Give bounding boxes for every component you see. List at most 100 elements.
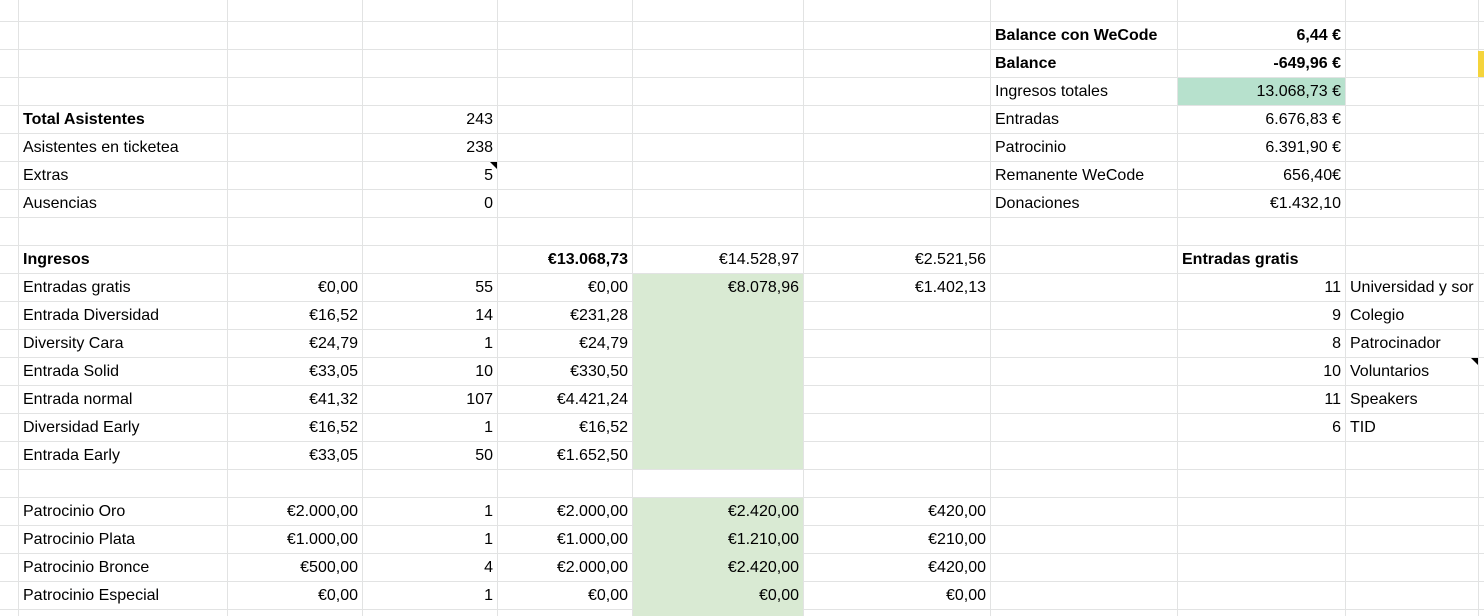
ingresos-totales-highlight bbox=[1178, 78, 1345, 105]
ticket-price[interactable]: €33,05 bbox=[309, 363, 358, 380]
sponsor-price[interactable]: €0,00 bbox=[317, 587, 358, 604]
ticket-price[interactable]: €33,05 bbox=[309, 447, 358, 464]
sponsor-gross[interactable]: €1.210,00 bbox=[727, 531, 799, 548]
ticket-gross[interactable]: €8.078,96 bbox=[727, 279, 799, 296]
attendees-value-extras[interactable]: 5 bbox=[484, 167, 493, 184]
sponsor-qty[interactable]: 1 bbox=[484, 503, 493, 520]
ticket-total[interactable]: €0,00 bbox=[587, 279, 628, 296]
free-ticket-label[interactable]: Colegio bbox=[1350, 307, 1405, 324]
sponsor-name[interactable]: Patrocinio Bronce bbox=[23, 559, 150, 576]
ticket-qty[interactable]: 55 bbox=[475, 279, 493, 296]
summary-value-ingresos-totales[interactable]: 13.068,73 € bbox=[1256, 83, 1341, 100]
ticket-total[interactable]: €1.652,50 bbox=[556, 447, 628, 464]
summary-value-donaciones[interactable]: €1.432,10 bbox=[1269, 195, 1341, 212]
summary-label-ingresos-totales[interactable]: Ingresos totales bbox=[995, 83, 1108, 100]
free-ticket-label[interactable]: Speakers bbox=[1350, 391, 1418, 408]
summary-label-remanente[interactable]: Remanente WeCode bbox=[995, 167, 1145, 184]
ticket-qty[interactable]: 107 bbox=[466, 391, 493, 408]
ticket-price[interactable]: €41,32 bbox=[309, 391, 358, 408]
sponsor-qty[interactable]: 1 bbox=[484, 587, 493, 604]
ticket-tax[interactable]: €1.402,13 bbox=[914, 279, 986, 296]
ingresos-header-gross[interactable]: €14.528,97 bbox=[718, 251, 799, 268]
grid-line bbox=[497, 0, 498, 616]
ticket-name[interactable]: Entradas gratis bbox=[23, 279, 131, 296]
free-ticket-label[interactable]: Universidad y sor bbox=[1350, 279, 1474, 296]
ticket-name[interactable]: Entrada Early bbox=[23, 447, 120, 464]
summary-value-balance[interactable]: -649,96 € bbox=[1273, 55, 1341, 72]
ticket-total[interactable]: €24,79 bbox=[579, 335, 628, 352]
comment-indicator-icon[interactable] bbox=[490, 162, 497, 169]
ticket-total[interactable]: €330,50 bbox=[570, 363, 628, 380]
summary-value-entradas[interactable]: 6.676,83 € bbox=[1265, 111, 1341, 128]
summary-label-balance-wecode[interactable]: Balance con WeCode bbox=[995, 27, 1158, 44]
sponsor-gross[interactable]: €0,00 bbox=[758, 587, 799, 604]
sponsor-total[interactable]: €2.000,00 bbox=[556, 559, 628, 576]
sponsor-total[interactable]: €0,00 bbox=[587, 587, 628, 604]
attendees-label-total[interactable]: Total Asistentes bbox=[23, 111, 145, 128]
sponsor-qty[interactable]: 1 bbox=[484, 531, 493, 548]
ticket-qty[interactable]: 50 bbox=[475, 447, 493, 464]
sponsor-name[interactable]: Patrocinio Especial bbox=[23, 587, 160, 604]
ticket-name[interactable]: Entrada Solid bbox=[23, 363, 120, 380]
sponsor-price[interactable]: €1.000,00 bbox=[286, 531, 358, 548]
attendees-label-ticketea[interactable]: Asistentes en ticketea bbox=[23, 139, 179, 156]
summary-value-balance-wecode[interactable]: 6,44 € bbox=[1296, 27, 1341, 44]
attendees-value-total[interactable]: 243 bbox=[466, 111, 493, 128]
sponsor-name[interactable]: Patrocinio Plata bbox=[23, 531, 136, 548]
free-ticket-count[interactable]: 11 bbox=[1324, 279, 1341, 296]
free-ticket-label[interactable]: Voluntarios bbox=[1350, 363, 1430, 380]
free-ticket-label[interactable]: TID bbox=[1350, 419, 1376, 436]
ticket-price[interactable]: €16,52 bbox=[309, 419, 358, 436]
attendees-label-ausencias[interactable]: Ausencias bbox=[23, 195, 97, 212]
free-ticket-count[interactable]: 11 bbox=[1324, 391, 1341, 408]
ticket-price[interactable]: €0,00 bbox=[317, 279, 358, 296]
ticket-name[interactable]: Diversity Cara bbox=[23, 335, 124, 352]
summary-label-entradas[interactable]: Entradas bbox=[995, 111, 1060, 128]
free-ticket-label[interactable]: Patrocinador bbox=[1350, 335, 1441, 352]
summary-label-balance[interactable]: Balance bbox=[995, 55, 1057, 72]
sponsor-qty[interactable]: 4 bbox=[484, 559, 493, 576]
attendees-value-ausencias[interactable]: 0 bbox=[484, 195, 493, 212]
selection-highlight[interactable] bbox=[1478, 51, 1484, 77]
sponsor-tax[interactable]: €420,00 bbox=[928, 559, 986, 576]
ticket-price[interactable]: €16,52 bbox=[309, 307, 358, 324]
ticket-name[interactable]: Entrada normal bbox=[23, 391, 133, 408]
attendees-label-extras[interactable]: Extras bbox=[23, 167, 69, 184]
free-ticket-count[interactable]: 9 bbox=[1332, 307, 1341, 324]
sponsor-name[interactable]: Patrocinio Oro bbox=[23, 503, 126, 520]
ingresos-header-total[interactable]: €13.068,73 bbox=[547, 251, 628, 268]
sponsor-tax[interactable]: €210,00 bbox=[928, 531, 986, 548]
sponsor-tax[interactable]: €0,00 bbox=[945, 587, 986, 604]
sponsor-total[interactable]: €2.000,00 bbox=[556, 503, 628, 520]
grid-line bbox=[227, 0, 228, 616]
ticket-total[interactable]: €4.421,24 bbox=[556, 391, 628, 408]
sponsor-total[interactable]: €1.000,00 bbox=[556, 531, 628, 548]
ticket-name[interactable]: Diversidad Early bbox=[23, 419, 140, 436]
sponsor-gross[interactable]: €2.420,00 bbox=[727, 559, 799, 576]
ingresos-header-label[interactable]: Ingresos bbox=[23, 251, 90, 268]
free-ticket-count[interactable]: 6 bbox=[1332, 419, 1341, 436]
free-ticket-count[interactable]: 8 bbox=[1332, 335, 1341, 352]
attendees-value-ticketea[interactable]: 238 bbox=[466, 139, 493, 156]
sponsor-tax[interactable]: €420,00 bbox=[928, 503, 986, 520]
ticket-qty[interactable]: 14 bbox=[475, 307, 493, 324]
sponsor-price[interactable]: €500,00 bbox=[300, 559, 358, 576]
ticket-qty[interactable]: 10 bbox=[475, 363, 493, 380]
ingresos-header-tax[interactable]: €2.521,56 bbox=[914, 251, 986, 268]
summary-value-remanente[interactable]: 656,40€ bbox=[1283, 167, 1341, 184]
ticket-price[interactable]: €24,79 bbox=[309, 335, 358, 352]
sponsor-price[interactable]: €2.000,00 bbox=[286, 503, 358, 520]
comment-indicator-icon[interactable] bbox=[1471, 358, 1478, 365]
summary-label-patrocinio[interactable]: Patrocinio bbox=[995, 139, 1067, 156]
ticket-total[interactable]: €16,52 bbox=[579, 419, 628, 436]
ticket-qty[interactable]: 1 bbox=[484, 335, 493, 352]
free-ticket-count[interactable]: 10 bbox=[1323, 363, 1341, 380]
ticket-qty[interactable]: 1 bbox=[484, 419, 493, 436]
summary-value-patrocinio[interactable]: 6.391,90 € bbox=[1265, 139, 1341, 156]
ticket-total[interactable]: €231,28 bbox=[570, 307, 628, 324]
sponsor-gross[interactable]: €2.420,00 bbox=[727, 503, 799, 520]
grid-line bbox=[0, 105, 1484, 106]
summary-label-donaciones[interactable]: Donaciones bbox=[995, 195, 1080, 212]
free-tickets-header[interactable]: Entradas gratis bbox=[1182, 251, 1299, 268]
ticket-name[interactable]: Entrada Diversidad bbox=[23, 307, 160, 324]
